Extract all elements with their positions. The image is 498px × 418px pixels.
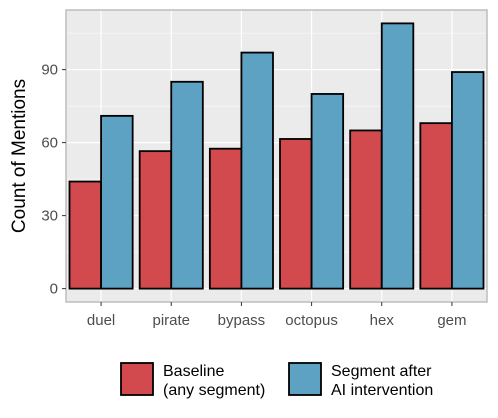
x-tick-label: pirate [152,312,190,329]
y-axis-title: Count of Mentions [9,79,30,233]
bar-bypass-series-1 [208,147,243,290]
bar-hex-series-2 [380,22,415,290]
legend: Baseline (any segment) Segment after AI int… [120,362,433,399]
x-tick-label: octopus [285,312,338,329]
legend-key-series-1 [120,362,154,396]
plot-panel [66,10,487,302]
x-tick-label: hex [370,312,395,329]
bar-gem-series-2 [451,71,485,290]
bar-octopus-series-1 [279,138,313,290]
bar-gem-series-1 [419,122,453,290]
x-axis: duel pirate bypass octopus hex gem [87,302,467,329]
x-tick-label: duel [87,312,115,329]
y-tick-label: 30 [41,208,58,225]
bar-duel-series-1 [68,180,102,290]
legend-label-series-2: Segment after AI intervention [331,363,433,399]
bars [68,22,485,290]
bar-duel-series-2 [100,114,134,290]
y-tick-label: 0 [50,281,58,298]
y-axis: 0 30 60 90 [41,62,66,298]
x-tick-label: bypass [218,312,266,329]
y-tick-label: 60 [41,135,58,152]
bar-octopus-series-2 [310,93,345,290]
legend-label-series-1: Baseline (any segment) [163,363,265,399]
y-tick-label: 90 [41,62,58,79]
plot-panel-border [65,9,488,303]
bar-hex-series-1 [349,129,383,290]
bar-pirate-series-2 [170,80,204,290]
bar-bypass-series-2 [240,51,274,290]
x-tick-label: gem [437,312,466,329]
bar-pirate-series-1 [138,150,173,290]
legend-key-series-2 [288,362,322,396]
